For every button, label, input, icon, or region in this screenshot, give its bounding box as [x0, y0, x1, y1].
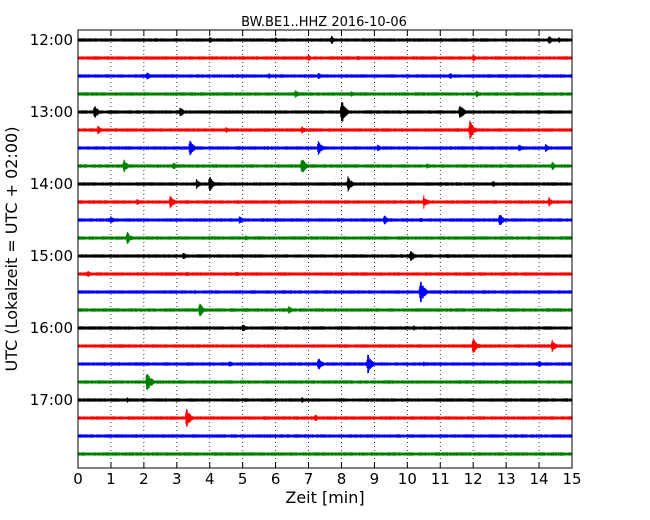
trace-line-1230 — [77, 72, 573, 80]
x-tick-label-4: 4 — [205, 470, 215, 488]
trace-line-1515 — [77, 271, 573, 277]
trace-line-1330 — [77, 140, 573, 156]
y-axis-title: UTC (Lokalzeit = UTC + 02:00) — [2, 127, 21, 372]
x-tick-label-8: 8 — [337, 470, 347, 488]
y-tick-label-5: 17:00 — [30, 391, 73, 409]
trace-line-1200 — [77, 35, 573, 45]
x-tick-label-2: 2 — [139, 470, 149, 488]
y-tick-label-3: 15:00 — [30, 247, 73, 265]
trace-line-1430 — [77, 215, 573, 225]
x-tick-label-10: 10 — [398, 470, 417, 488]
trace-line-1445 — [77, 232, 573, 244]
trace-line-1630 — [77, 354, 573, 374]
trace-line-1615 — [77, 339, 573, 353]
x-tick-label-11: 11 — [431, 470, 450, 488]
trace-line-1500 — [77, 251, 573, 261]
trace-line-1730 — [77, 434, 573, 438]
trace-line-1645 — [77, 374, 573, 390]
x-tick-label-12: 12 — [464, 470, 483, 488]
trace-line-1700 — [77, 397, 573, 403]
x-tick-label-14: 14 — [530, 470, 549, 488]
y-tick-label-1: 13:00 — [30, 103, 73, 121]
x-tick-label-9: 9 — [370, 470, 380, 488]
trace-line-1215 — [77, 54, 573, 62]
trace-line-1415 — [77, 195, 573, 209]
x-tick-label-13: 13 — [497, 470, 516, 488]
trace-group — [77, 35, 573, 456]
trace-line-1315 — [77, 120, 573, 140]
trace-line-1400 — [77, 176, 573, 192]
y-tick-label-2: 14:00 — [30, 175, 73, 193]
trace-line-1715 — [77, 408, 573, 428]
grid-lines — [77, 30, 573, 468]
x-tick-label-6: 6 — [271, 470, 281, 488]
x-tick-label-1: 1 — [106, 470, 116, 488]
trace-line-1545 — [77, 303, 573, 317]
chart-title: BW.BE1..HHZ 2016-10-06 — [241, 15, 407, 30]
x-tick-label-5: 5 — [238, 470, 248, 488]
trace-line-1530 — [77, 281, 573, 303]
x-tick-label-3: 3 — [172, 470, 182, 488]
y-tick-label-4: 16:00 — [30, 319, 73, 337]
x-axis-title: Zeit [min] — [285, 488, 364, 507]
trace-line-1300 — [77, 102, 573, 122]
axis-ticks: 0 1 2 3 4 5 6 7 8 9 10 11 12 13 14 1512:0013:0014:0015:… — [30, 30, 582, 488]
x-tick-label-15: 15 — [562, 470, 581, 488]
trace-line-1745 — [77, 452, 573, 456]
trace-line-1245 — [77, 90, 573, 98]
y-tick-label-0: 12:00 — [30, 31, 73, 49]
trace-line-1345 — [77, 159, 573, 173]
trace-line-1600 — [77, 324, 573, 332]
x-tick-label-0: 0 — [73, 470, 83, 488]
plot-frame — [77, 29, 573, 469]
x-tick-label-7: 7 — [304, 470, 314, 488]
